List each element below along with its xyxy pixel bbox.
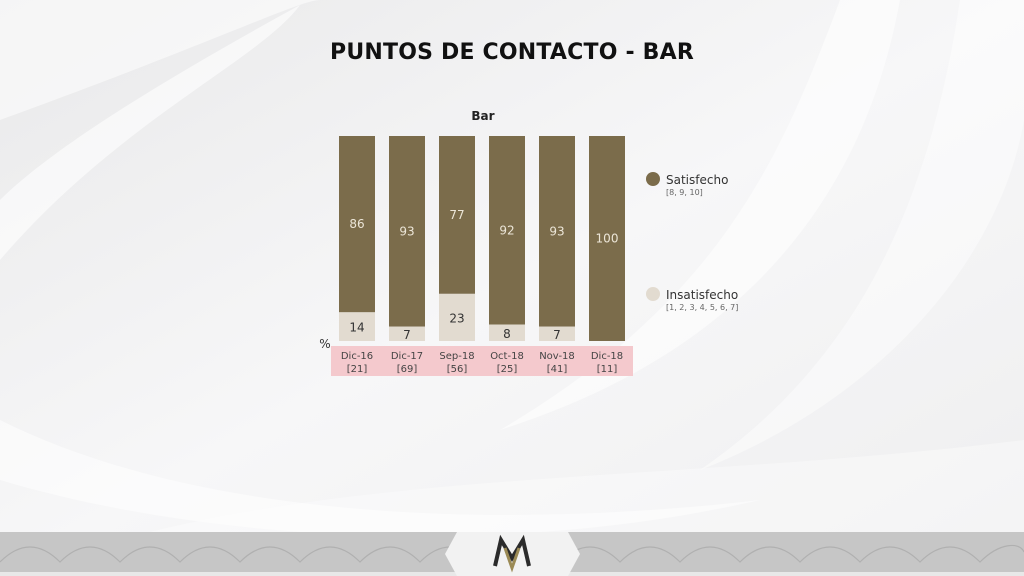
legend-note: [8, 9, 10] (666, 188, 703, 197)
page-title: PUNTOS DE CONTACTO - BAR (330, 40, 694, 65)
base-label: [25] (497, 364, 518, 375)
data-label-insatisfecho: 7 (403, 328, 411, 342)
brand-logo (445, 532, 580, 576)
bar-satisfecho (339, 136, 375, 313)
category-label: Oct-18 (490, 351, 524, 362)
bar-satisfecho (489, 136, 525, 325)
category-label: Sep-18 (439, 351, 474, 362)
category-label: Dic-17 (391, 351, 423, 362)
category-label: Nov-18 (539, 351, 575, 362)
data-label-satisfecho: 100 (596, 232, 619, 246)
data-label-satisfecho: 93 (399, 224, 414, 238)
bar-insatisfecho (489, 324, 525, 341)
bar-insatisfecho (389, 326, 425, 341)
bar-insatisfecho (439, 293, 475, 341)
bar-insatisfecho (539, 326, 575, 341)
data-label-satisfecho: 77 (449, 208, 464, 222)
data-label-satisfecho: 92 (499, 223, 514, 237)
bar-satisfecho (389, 136, 425, 327)
unit-label: % (319, 337, 330, 351)
bar-insatisfecho (339, 312, 375, 341)
bar-satisfecho (539, 136, 575, 327)
base-label: [11] (597, 364, 618, 375)
category-label: Dic-16 (341, 351, 373, 362)
base-label: [41] (547, 364, 568, 375)
bar-satisfecho (439, 136, 475, 294)
base-label: [56] (447, 364, 468, 375)
category-band (331, 346, 633, 376)
chart-title: Bar (471, 109, 494, 123)
bar-satisfecho (589, 136, 625, 341)
data-label-satisfecho: 86 (349, 217, 364, 231)
legend-label: Satisfecho (666, 173, 728, 187)
legend-swatch (646, 287, 660, 301)
base-label: [21] (347, 364, 368, 375)
data-label-insatisfecho: 8 (503, 327, 511, 341)
data-label-satisfecho: 93 (549, 224, 564, 238)
legend-label: Insatisfecho (666, 288, 738, 302)
category-label: Dic-18 (591, 351, 623, 362)
base-label: [69] (397, 364, 418, 375)
data-label-insatisfecho: 14 (349, 321, 364, 335)
legend-note: [1, 2, 3, 4, 5, 6, 7] (666, 303, 738, 312)
data-label-insatisfecho: 7 (553, 328, 561, 342)
data-label-insatisfecho: 23 (449, 311, 464, 325)
legend-swatch (646, 172, 660, 186)
